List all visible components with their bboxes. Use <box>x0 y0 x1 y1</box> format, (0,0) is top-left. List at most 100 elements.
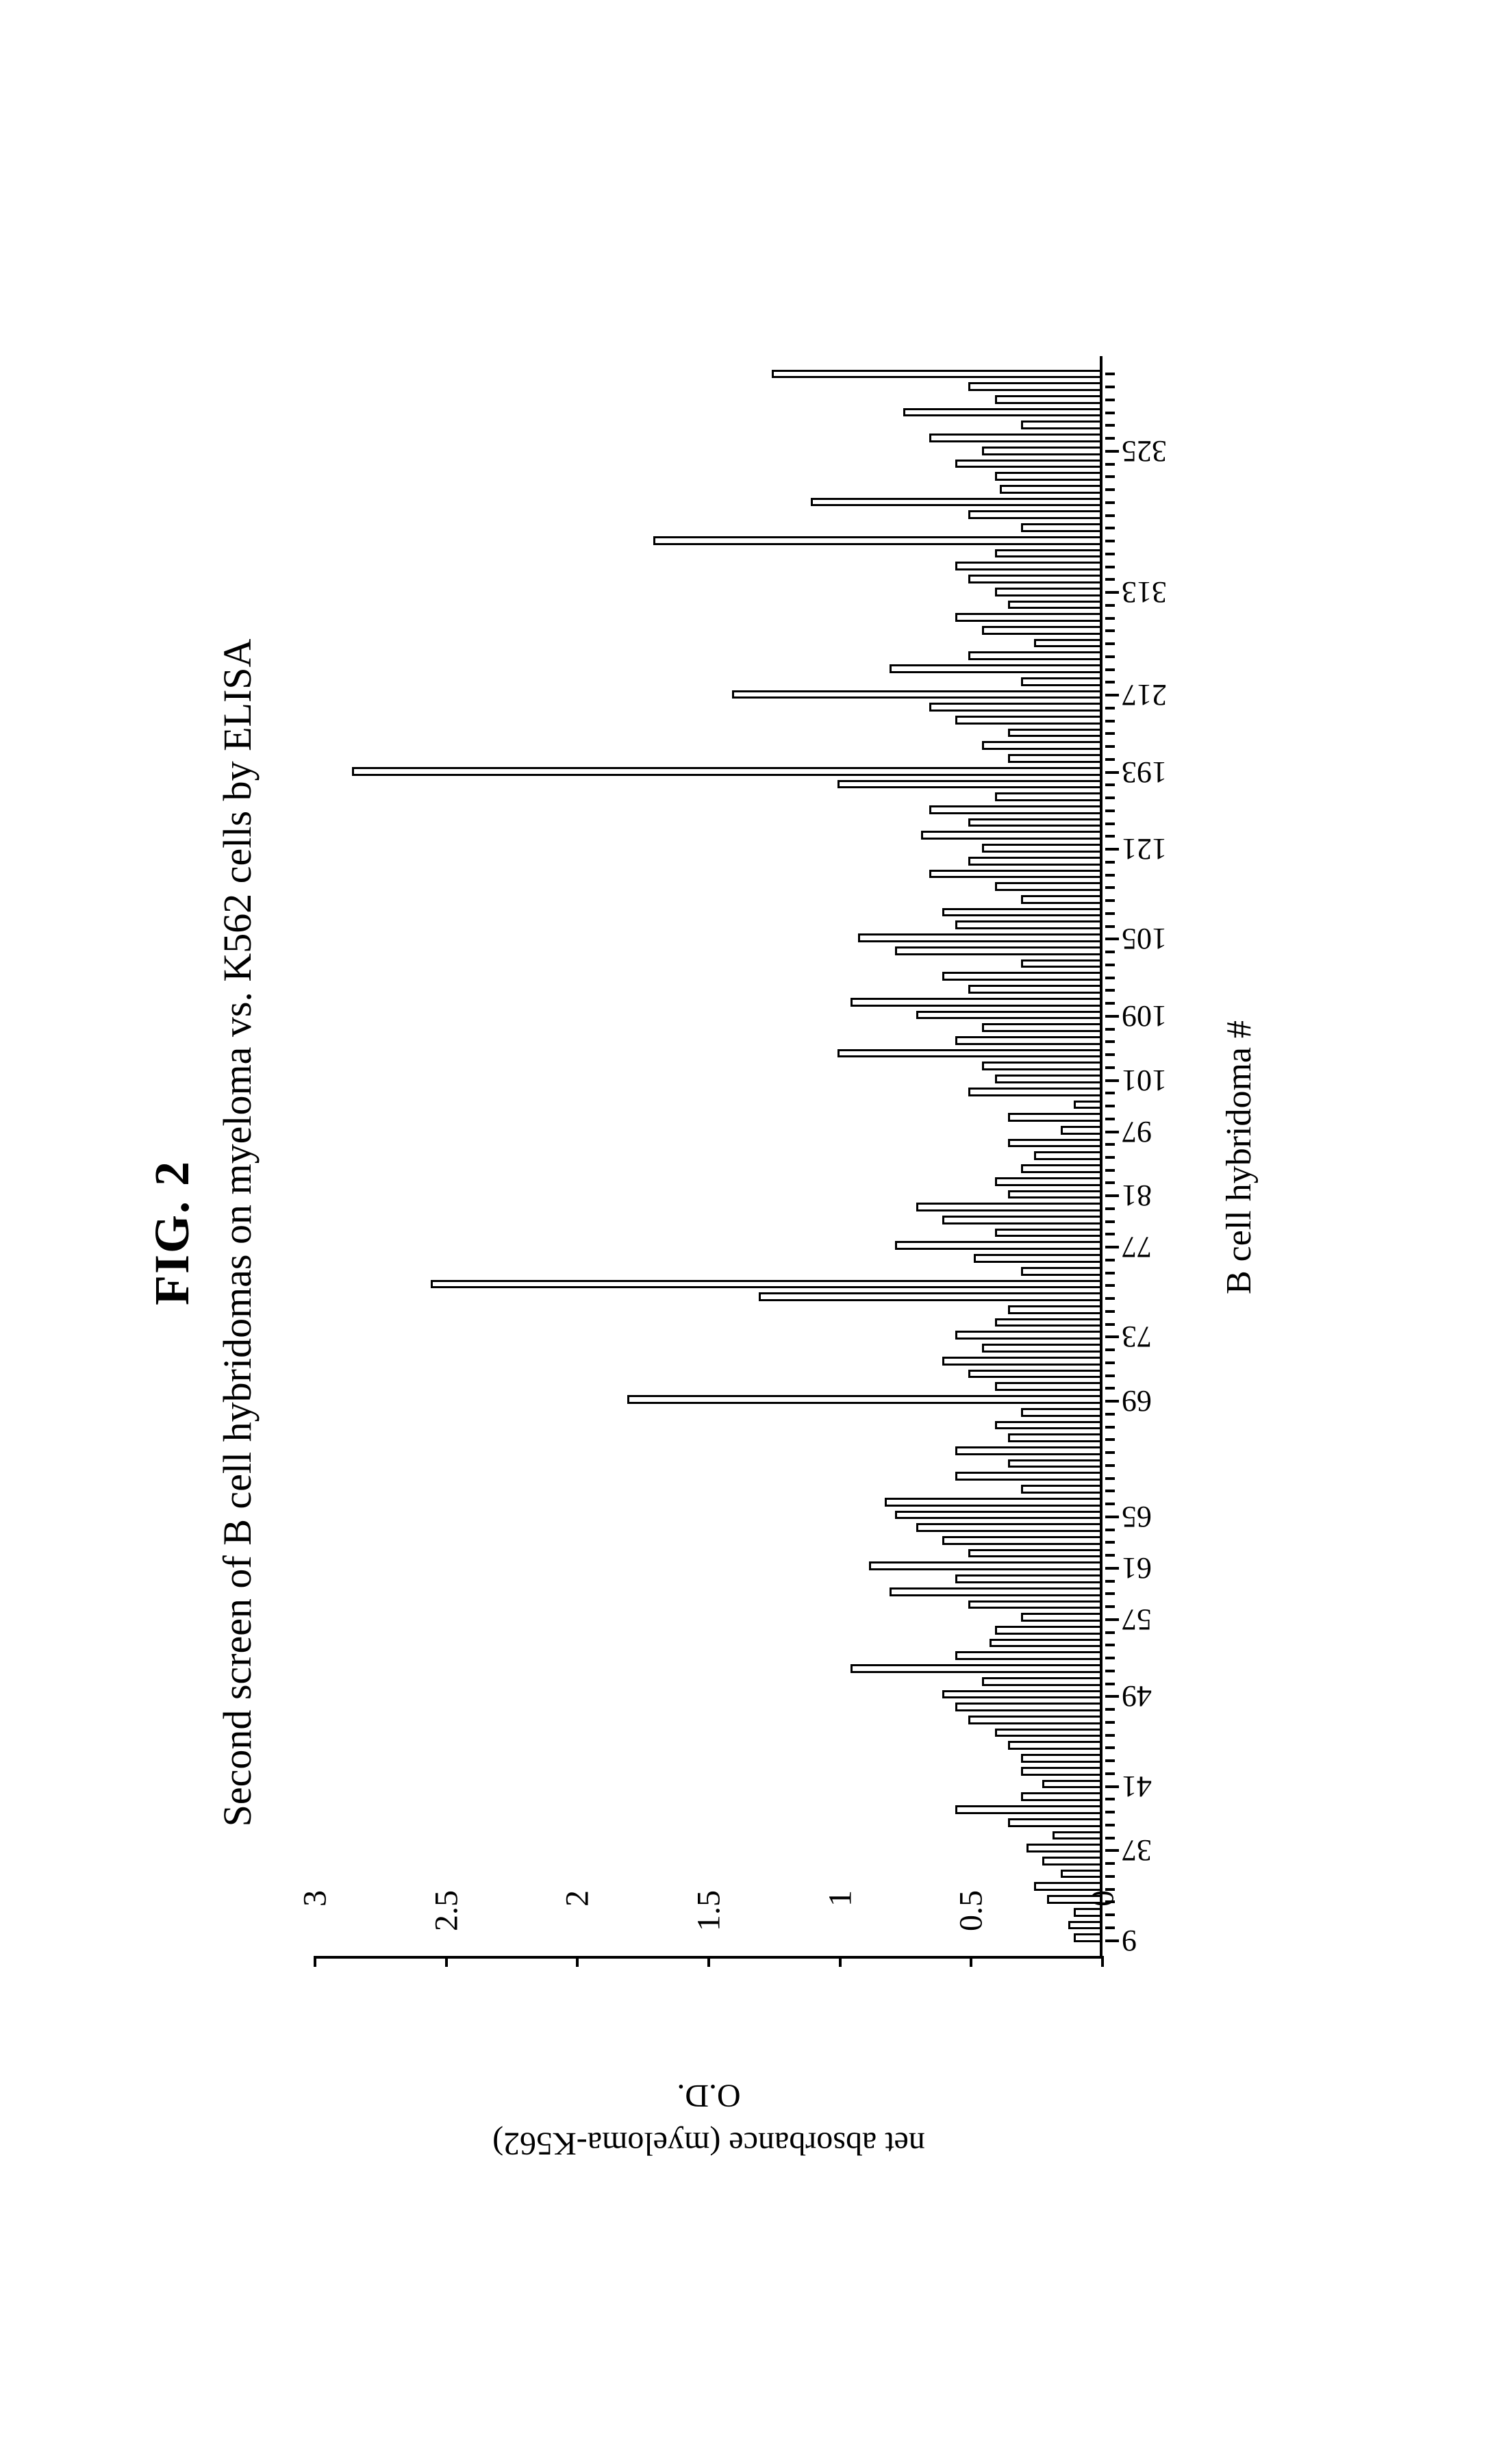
bar <box>955 1651 1100 1660</box>
x-tick <box>1105 488 1115 491</box>
x-tick <box>1105 732 1115 735</box>
x-tick <box>1105 437 1115 440</box>
bar <box>1021 1613 1100 1622</box>
x-tick <box>1105 1272 1115 1274</box>
x-tick <box>1105 1297 1115 1300</box>
x-tick <box>1105 1143 1115 1146</box>
bar <box>968 1716 1100 1724</box>
x-tick <box>1105 1772 1115 1775</box>
x-tick-major <box>1105 1567 1119 1570</box>
x-tick-major <box>1105 1015 1119 1018</box>
x-tick <box>1105 989 1115 992</box>
x-tick <box>1105 977 1115 979</box>
x-tick-label: 97 <box>1122 1114 1152 1149</box>
figure-container: FIG. 2 Second screen of B cell hybridoma… <box>137 274 1370 2191</box>
y-tick <box>314 1956 316 1967</box>
x-tick <box>1105 1259 1115 1261</box>
x-tick <box>1105 925 1115 928</box>
bar <box>837 1049 1100 1058</box>
bar <box>837 780 1100 789</box>
bar <box>772 370 1100 379</box>
x-tick <box>1105 1708 1115 1711</box>
x-tick <box>1105 1361 1115 1364</box>
bar <box>995 1382 1100 1391</box>
x-tick-major <box>1105 1695 1119 1698</box>
bar <box>1021 1164 1100 1173</box>
bar <box>968 985 1100 994</box>
x-tick <box>1105 1387 1115 1390</box>
bar <box>850 998 1100 1007</box>
x-tick-major <box>1105 1194 1119 1197</box>
bar <box>955 1805 1100 1814</box>
bar <box>968 857 1100 866</box>
x-tick <box>1105 655 1115 658</box>
bar <box>1042 1857 1100 1866</box>
x-tick <box>1105 1759 1115 1762</box>
bar <box>1021 1408 1100 1417</box>
bar <box>916 1203 1100 1211</box>
x-tick <box>1105 1554 1115 1557</box>
bar <box>1008 1433 1100 1442</box>
bar <box>1008 1818 1100 1827</box>
x-tick-label: 109 <box>1122 998 1167 1033</box>
x-tick <box>1105 399 1115 401</box>
bar <box>942 1357 1100 1366</box>
bar <box>968 1600 1100 1609</box>
x-tick-major <box>1105 591 1119 594</box>
x-tick <box>1105 874 1115 877</box>
x-tick <box>1105 1926 1115 1929</box>
bar <box>895 1241 1100 1250</box>
x-tick-label: 65 <box>1122 1499 1152 1534</box>
bar <box>955 921 1100 930</box>
x-tick <box>1105 707 1115 709</box>
bar <box>982 1344 1100 1353</box>
bar <box>858 933 1100 942</box>
x-tick-major <box>1105 938 1119 940</box>
x-axis-title: B cell hybridoma # <box>1219 356 1259 1959</box>
bar <box>1021 1754 1100 1763</box>
x-tick <box>1105 629 1115 632</box>
bar <box>1026 1844 1100 1852</box>
bar <box>968 818 1100 827</box>
x-tick <box>1105 1490 1115 1492</box>
bar <box>955 1703 1100 1711</box>
x-tick <box>1105 1875 1115 1878</box>
bar <box>990 1639 1100 1648</box>
bar <box>995 472 1100 481</box>
x-tick <box>1105 463 1115 466</box>
bar <box>1008 1190 1100 1199</box>
bar <box>1034 1151 1100 1160</box>
bar <box>1021 1792 1100 1801</box>
x-tick <box>1105 386 1115 388</box>
bar <box>982 1677 1100 1686</box>
chart-title: Second screen of B cell hybridomas on my… <box>214 274 260 2191</box>
x-tick <box>1105 1503 1115 1505</box>
x-tick <box>1105 642 1115 645</box>
bar <box>1008 1113 1100 1122</box>
bar <box>968 511 1100 520</box>
x-tick <box>1105 1580 1115 1583</box>
x-tick-major <box>1105 1516 1119 1518</box>
x-tick <box>1105 1631 1115 1634</box>
x-tick <box>1105 899 1115 902</box>
x-tick <box>1105 1605 1115 1608</box>
bar <box>1061 1870 1100 1879</box>
bar <box>982 626 1100 635</box>
x-tick <box>1105 412 1115 414</box>
bar <box>942 1690 1100 1699</box>
x-tick <box>1105 1811 1115 1813</box>
x-tick-label: 121 <box>1122 832 1167 867</box>
x-tick <box>1105 540 1115 542</box>
x-tick <box>1105 1169 1115 1172</box>
bar <box>1008 601 1100 610</box>
x-tick-label: 69 <box>1122 1384 1152 1419</box>
bar <box>1042 1780 1100 1789</box>
x-tick <box>1105 424 1115 427</box>
x-tick <box>1105 1105 1115 1107</box>
x-tick <box>1105 1207 1115 1210</box>
bar <box>929 703 1100 712</box>
x-tick <box>1105 758 1115 761</box>
bar <box>352 767 1100 776</box>
x-tick <box>1105 553 1115 555</box>
x-tick-label: 313 <box>1122 575 1167 610</box>
